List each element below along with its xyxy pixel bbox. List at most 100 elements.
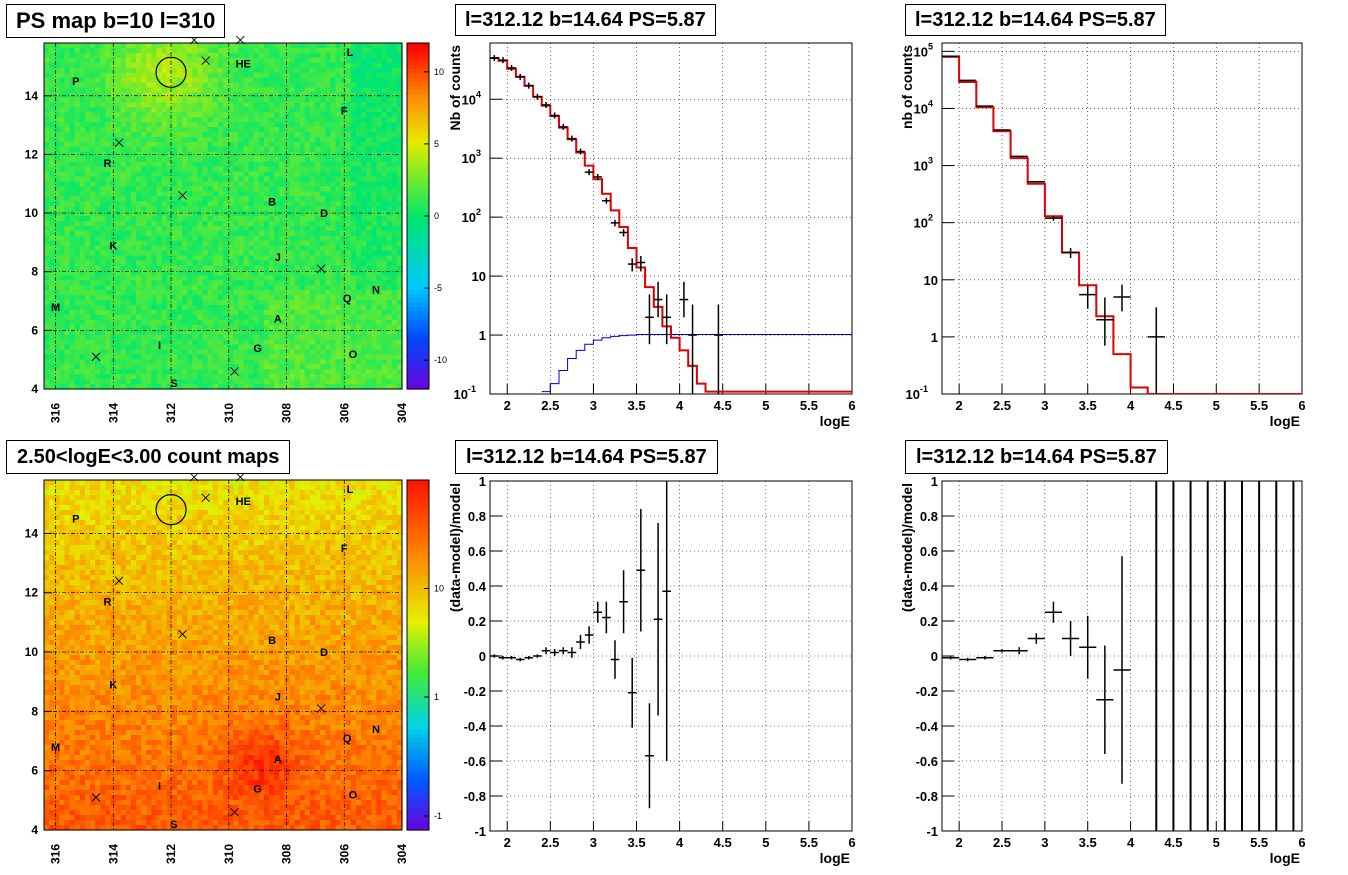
count-map-cross-marker <box>189 472 199 482</box>
count-map-xtick: 312 <box>164 844 178 864</box>
ps-map-source-label-q: Q <box>343 293 352 305</box>
spectrum-left-ytick: 103 <box>462 148 481 166</box>
spectrum-left-xtick: 3 <box>590 398 597 413</box>
residual-left-ytick: 0 <box>479 649 486 664</box>
residual-left-ytick: 0.6 <box>468 544 486 559</box>
spectrum-right-xtick: 4 <box>1127 398 1135 413</box>
ps-map-xtick: 312 <box>164 403 178 423</box>
spectrum-right-xtick: 4.5 <box>1164 398 1182 413</box>
spectrum-left-ytick: 102 <box>462 207 481 225</box>
residual-left-ylabel: (data-model)/model <box>447 483 463 612</box>
spectrum-left-title: l=312.12 b=14.64 PS=5.87 <box>455 4 716 36</box>
spectrum-right-xlabel: logE <box>1270 413 1300 429</box>
ps-map-source-label-o: O <box>349 349 358 361</box>
spectrum-left-frame <box>489 42 853 395</box>
spectrum-right-xtick: 5.5 <box>1250 398 1268 413</box>
residual-right-xtick: 5 <box>1213 835 1220 850</box>
residual-left-xtick: 6 <box>848 835 855 850</box>
spectrum-left-xtick: 3.5 <box>627 398 645 413</box>
ps-map-ytick: 12 <box>25 147 39 161</box>
count-map-frame <box>43 479 403 831</box>
ps-map-xtick: 304 <box>395 403 409 423</box>
residual-left-ytick: -0.8 <box>464 789 486 804</box>
spectrum-left-plot-area <box>490 55 852 394</box>
count-map-cross-marker <box>178 629 187 639</box>
residual-left-xlabel: logE <box>820 850 850 866</box>
ps-map-colorbar-tick: -10 <box>434 355 447 365</box>
count-map-source-label-k: K <box>109 680 117 692</box>
spectrum-left-xtick: 2.5 <box>541 398 559 413</box>
ps-map-xtick: 314 <box>106 403 120 423</box>
count-map-colorbar-tick: 1 <box>434 692 439 702</box>
ps-map-source-label-m: M <box>51 302 60 314</box>
residual-left-ytick: 1 <box>479 474 486 489</box>
ps-map-cross-marker <box>236 35 245 45</box>
count-map-ytick: 12 <box>25 586 39 600</box>
count-map-source-label-r: R <box>104 597 112 609</box>
count-map-ytick: 6 <box>31 764 38 778</box>
spectrum-left-xtick: 5.5 <box>800 398 818 413</box>
residual-left-ytick: -1 <box>474 824 486 839</box>
count-map-source-label-f: F <box>341 543 348 555</box>
residual-left-xtick: 3.5 <box>627 835 645 850</box>
residual-left-ytick: -0.4 <box>464 719 487 734</box>
ps-map-source-label-he: HE <box>236 59 251 71</box>
ps-map-source-label-k: K <box>109 240 117 252</box>
ps-map-colorbar-tick: 0 <box>434 211 439 221</box>
spectrum-left-xtick: 2 <box>504 398 511 413</box>
ps-map-ytick: 10 <box>25 206 39 220</box>
residual-right-ytick: 0 <box>931 649 938 664</box>
count-map-source-label-l: L <box>347 484 354 496</box>
count-map-colorbar-tick: 10 <box>434 584 444 594</box>
spectrum-right-xtick: 2 <box>956 398 963 413</box>
residual-right-ytick: 1 <box>931 474 938 489</box>
count-map-ytick: 10 <box>25 645 39 659</box>
residual-left-xtick: 2 <box>504 835 511 850</box>
residual-right-xtick: 5.5 <box>1250 835 1268 850</box>
count-map-source-label-d: D <box>320 647 328 659</box>
count-map-xtick: 308 <box>280 844 294 864</box>
spectrum-left-ytick: 104 <box>462 89 481 107</box>
ps-map-ytick: 14 <box>25 89 39 103</box>
ps-map-cross-marker <box>114 138 124 148</box>
ps-map-cells <box>44 43 429 390</box>
residual-left-ytick: 0.2 <box>468 614 486 629</box>
spectrum-right-xtick: 6 <box>1298 398 1305 413</box>
count-map-cross-marker <box>91 793 101 802</box>
count-map-cross-marker <box>316 704 326 713</box>
ps-map-cross-marker <box>178 191 187 200</box>
residual-right-xtick: 4 <box>1127 835 1135 850</box>
ps-map-source-label-n: N <box>372 284 380 296</box>
spectrum-right-frame <box>941 42 1303 395</box>
count-map-ytick: 4 <box>31 823 38 837</box>
ps-map-cross-marker <box>230 367 239 376</box>
residual-right-xtick: 3 <box>1041 835 1048 850</box>
residual-right-ytick: 0.6 <box>920 544 938 559</box>
residual-right-xtick: 2.5 <box>993 835 1011 850</box>
count-map-cross-marker <box>236 472 245 482</box>
ps-map-source-label-i: I <box>158 340 161 352</box>
spectrum-right-ytick: 103 <box>914 156 933 174</box>
ps-map-source-label-f: F <box>341 105 348 117</box>
ps-map-xtick: 310 <box>222 403 236 423</box>
residual-right-ytick: -0.4 <box>916 719 939 734</box>
residual-right-ytick: 0.4 <box>920 579 939 594</box>
residual-left-xtick: 5.5 <box>800 835 818 850</box>
ps-map-source-label-d: D <box>320 208 328 220</box>
ps-map-circle-marker <box>155 56 187 88</box>
residual-right-ytick: -1 <box>926 824 938 839</box>
residual-left-ytick: -0.2 <box>464 684 486 699</box>
count-map-source-label-s: S <box>170 819 177 831</box>
spectrum-left-xtick: 6 <box>848 398 855 413</box>
residual-right-xtick: 4.5 <box>1164 835 1182 850</box>
count-map-title: 2.50<logE<3.00 count maps <box>6 440 291 474</box>
ps-map-cross-marker <box>201 56 210 65</box>
count-map-source-label-b: B <box>268 635 276 647</box>
ps-map-colorbar-tick: -5 <box>434 283 442 293</box>
ps-map-xtick: 306 <box>337 403 351 423</box>
count-map-xtick: 314 <box>106 844 120 864</box>
ps-map-cross-marker <box>316 264 326 274</box>
count-map-xtick: 310 <box>222 844 236 864</box>
residual-left-xtick: 3 <box>590 835 597 850</box>
spectrum-right-ytick: 10 <box>924 273 938 288</box>
